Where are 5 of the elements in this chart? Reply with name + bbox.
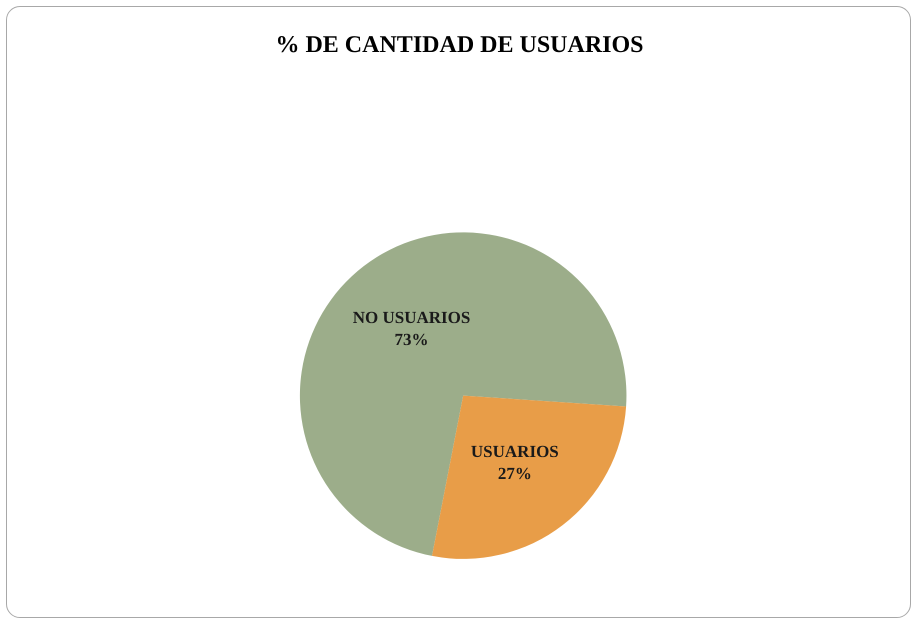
chart-title: % DE CANTIDAD DE USUARIOS [275,32,644,58]
data-label: 73% [394,330,429,350]
slice-label: NO USUARIOS [352,308,470,328]
slice-label: USUARIOS [470,442,559,462]
data-label: 27% [498,464,532,484]
